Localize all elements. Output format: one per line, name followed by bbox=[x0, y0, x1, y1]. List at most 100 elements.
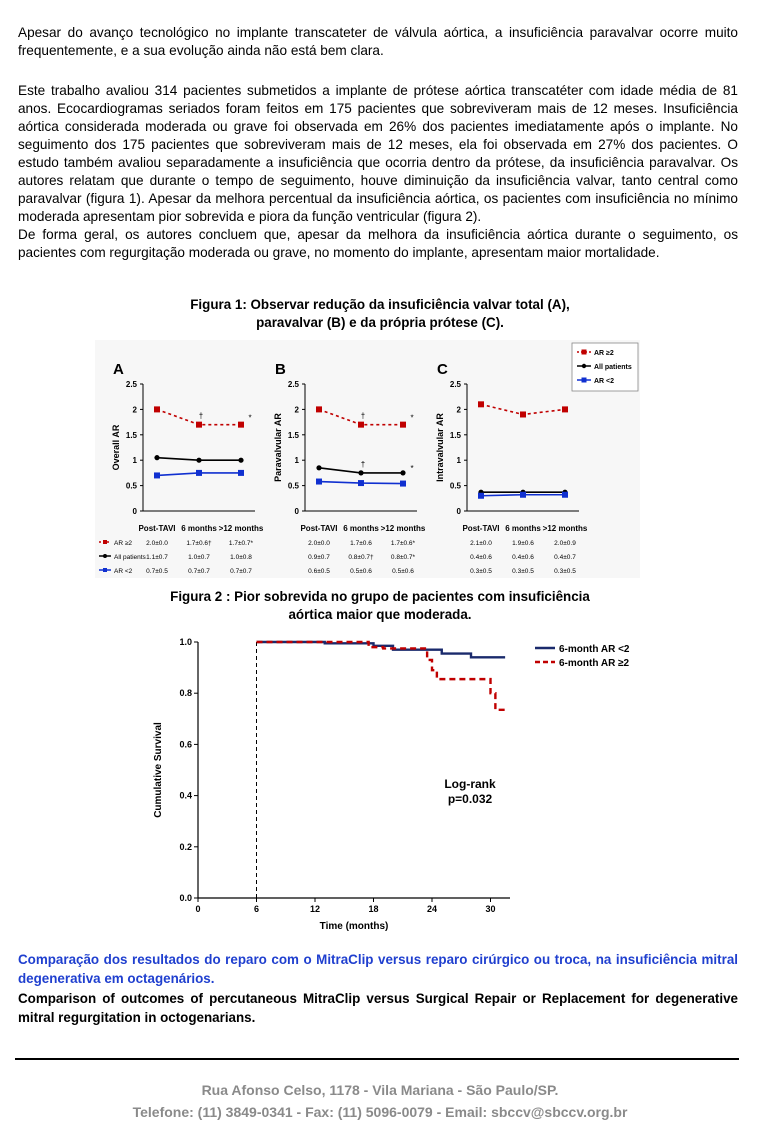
km-legend-label-0: 6-month AR <2 bbox=[559, 644, 630, 655]
table-value-A-1: 1.1±0.7 bbox=[146, 554, 168, 561]
panel-letter-B: B bbox=[275, 361, 286, 378]
figure2-caption-line2: aórtica maior que moderada. bbox=[288, 607, 472, 622]
data-point-B-2 bbox=[400, 480, 406, 487]
intro-paragraph: Apesar do avanço tecnológico no implante… bbox=[18, 25, 738, 58]
x-tick-label-A: >12 months bbox=[219, 524, 264, 533]
figure1-legend-marker-0 bbox=[581, 349, 587, 355]
y-tick-label-A: 2.5 bbox=[126, 380, 138, 389]
x-tick-label-B: >12 months bbox=[381, 524, 426, 533]
y-tick-label-C: 1 bbox=[457, 456, 462, 465]
figure1-caption-line1: Figura 1: Observar redução da insuficiên… bbox=[190, 297, 570, 312]
km-x-tick-label: 0 bbox=[195, 904, 200, 914]
table-value-A-2: 0.7±0.7 bbox=[188, 568, 210, 575]
footer-divider bbox=[15, 1058, 739, 1060]
significance-marker-B: * bbox=[410, 414, 413, 423]
x-tick-label-B: Post-TAVI bbox=[300, 524, 337, 533]
table-value-A-1: 1.0±0.7 bbox=[188, 554, 210, 561]
table-value-B-1: 0.8±0.7† bbox=[348, 554, 374, 561]
km-x-tick-label: 12 bbox=[310, 904, 320, 914]
figure1-svg: A 0 0.5 1 1.5 2 2.5 Overall AR Post-TAVI 6 months… bbox=[99, 342, 639, 575]
table-value-B-1: 0.8±0.7* bbox=[391, 554, 416, 561]
figure1-legend-label-1: All patients bbox=[594, 364, 632, 371]
data-point-C-0 bbox=[478, 401, 484, 408]
table-value-A-0: 1.7±0.6† bbox=[186, 540, 212, 547]
figure1: A 0 0.5 1 1.5 2 2.5 Overall AR Post-TAVI 6 months… bbox=[95, 340, 640, 578]
table-value-C-1: 0.4±0.6 bbox=[470, 554, 492, 561]
table-value-B-1: 0.9±0.7 bbox=[308, 554, 330, 561]
data-point-B-0 bbox=[358, 421, 364, 428]
y-tick-label-C: 2 bbox=[457, 405, 462, 414]
table-value-B-2: 0.5±0.6 bbox=[350, 568, 372, 575]
y-tick-label-A: 1 bbox=[133, 456, 138, 465]
table-value-A-0: 2.0±0.0 bbox=[146, 540, 168, 547]
y-tick-label-A: 2 bbox=[133, 405, 138, 414]
figure1-legend-marker-1 bbox=[581, 363, 587, 369]
x-tick-label-A: 6 months bbox=[181, 524, 217, 533]
table-value-B-0: 2.0±0.0 bbox=[308, 540, 330, 547]
km-curve-1 bbox=[256, 640, 506, 712]
table-value-A-2: 0.7±0.5 bbox=[146, 568, 168, 575]
table-value-B-0: 1.7±0.6 bbox=[350, 540, 372, 547]
table-value-C-2: 0.3±0.5 bbox=[470, 568, 492, 575]
y-tick-label-C: 2.5 bbox=[450, 380, 462, 389]
y-tick-label-A: 1.5 bbox=[126, 431, 138, 440]
body-paragraph: Este trabalho avaliou 314 pacientes subm… bbox=[18, 82, 738, 262]
figure1-legend-marker-2 bbox=[581, 377, 587, 383]
data-point-A-2 bbox=[154, 472, 160, 479]
data-point-A-0 bbox=[196, 421, 202, 428]
y-tick-label-A: 0.5 bbox=[126, 482, 138, 491]
table-value-A-2: 0.7±0.7 bbox=[230, 568, 252, 575]
y-tick-label-A: 0 bbox=[133, 507, 138, 516]
data-point-B-2 bbox=[316, 478, 322, 485]
km-curve-0 bbox=[256, 640, 506, 659]
table-value-C-0: 2.1±0.0 bbox=[470, 540, 492, 547]
y-axis-label-B: Paravalvular AR bbox=[273, 413, 283, 482]
table-value-C-0: 1.9±0.6 bbox=[512, 540, 534, 547]
table-legend-marker-0 bbox=[103, 540, 107, 544]
significance-marker-A: † bbox=[199, 412, 203, 421]
km-legend-label-1: 6-month AR ≥2 bbox=[559, 658, 630, 669]
data-point-A-1 bbox=[196, 457, 202, 463]
y-tick-label-C: 0 bbox=[457, 507, 462, 516]
km-annotation-1: p=0.032 bbox=[448, 792, 493, 806]
table-legend-marker-1 bbox=[103, 554, 107, 558]
data-point-B-1 bbox=[358, 470, 364, 476]
y-tick-label-C: 0.5 bbox=[450, 482, 462, 491]
table-value-C-0: 2.0±0.9 bbox=[554, 540, 576, 547]
figure1-caption-line2: paravalvar (B) e da própria prótese (C). bbox=[256, 315, 504, 330]
figure2-caption: Figura 2 : Pior sobrevida no grupo de pa… bbox=[0, 588, 760, 624]
data-point-B-0 bbox=[400, 421, 406, 428]
figure1-caption: Figura 1: Observar redução da insuficiên… bbox=[0, 296, 760, 332]
km-y-tick-label: 0.4 bbox=[179, 791, 192, 801]
km-x-axis-label: Time (months) bbox=[320, 921, 389, 932]
km-y-axis-label: Cumulative Survival bbox=[153, 722, 164, 818]
body-text: Este trabalho avaliou 314 pacientes subm… bbox=[18, 83, 738, 224]
data-point-B-1 bbox=[400, 470, 406, 476]
x-tick-label-B: 6 months bbox=[343, 524, 379, 533]
km-y-tick-label: 0.0 bbox=[179, 893, 192, 903]
data-point-A-1 bbox=[154, 455, 160, 461]
x-tick-label-C: Post-TAVI bbox=[462, 524, 499, 533]
table-value-C-2: 0.3±0.5 bbox=[512, 568, 534, 575]
panel-letter-A: A bbox=[113, 361, 124, 378]
y-tick-label-B: 2 bbox=[295, 405, 300, 414]
table-value-B-0: 1.7±0.6* bbox=[391, 540, 416, 547]
next-article-title-en: Comparison of outcomes of percutaneous M… bbox=[18, 991, 738, 1025]
table-legend-label-0: AR ≥2 bbox=[114, 540, 132, 547]
data-point-B-0 bbox=[316, 406, 322, 413]
footer-address: Rua Afonso Celso, 1178 - Vila Mariana - … bbox=[201, 1082, 559, 1098]
y-tick-label-B: 1 bbox=[295, 456, 300, 465]
km-y-tick-label: 1.0 bbox=[179, 637, 192, 647]
data-point-A-0 bbox=[238, 421, 244, 428]
table-value-C-2: 0.3±0.5 bbox=[554, 568, 576, 575]
data-point-C-2 bbox=[562, 491, 568, 498]
data-point-C-2 bbox=[520, 491, 526, 498]
km-y-tick-label: 0.6 bbox=[179, 739, 192, 749]
data-point-C-0 bbox=[520, 411, 526, 418]
km-x-tick-label: 24 bbox=[427, 904, 437, 914]
figure2-svg: 0.0 0.2 0.4 0.6 0.8 1.0 0 6 12 18 24 30 Time (months… bbox=[153, 637, 630, 932]
footer-contact: Telefone: (11) 3849-0341 - Fax: (11) 509… bbox=[132, 1104, 628, 1120]
table-value-A-0: 1.7±0.7* bbox=[229, 540, 254, 547]
y-axis-label-C: Intravalvular AR bbox=[435, 413, 445, 482]
data-point-C-2 bbox=[478, 492, 484, 499]
